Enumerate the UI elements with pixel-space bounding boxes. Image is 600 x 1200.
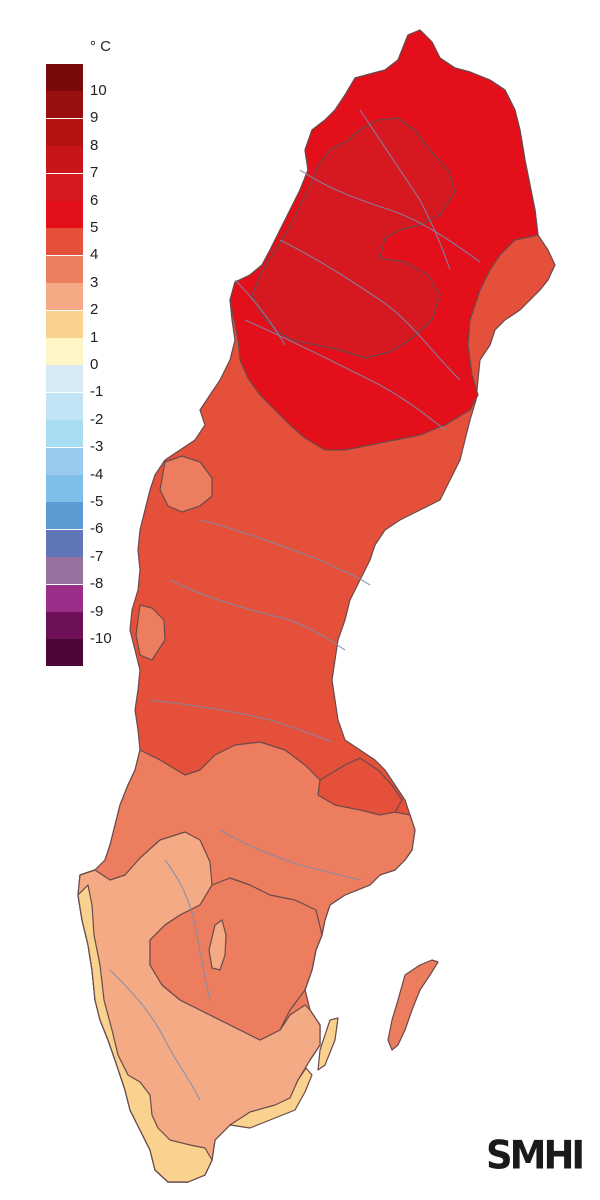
legend-label: 5 [90,219,99,236]
legend-label: -2 [90,410,104,428]
legend-swatch [46,502,83,530]
legend-label: 8 [90,136,99,154]
legend-label: 9 [90,109,99,127]
island-gotland [387,959,439,1051]
legend-label: 4 [90,246,99,264]
region-south-coast [77,884,213,1183]
legend-label: -10 [90,630,112,647]
region-central-east [317,757,403,816]
legend-swatch [46,584,83,612]
legend-label: -8 [90,575,104,593]
legend-label: -9 [90,602,104,620]
legend-swatch [46,310,83,338]
legend-swatch [46,639,83,667]
legend-swatch [46,201,83,228]
river-network [109,109,481,1101]
legend-label: 0 [90,356,99,373]
region-west-patch [135,604,166,661]
legend-swatch [46,255,83,283]
color-legend: ° C 10 9 8 7 6 5 4 3 2 1 0 -1 -2 -3 -4 -5 -6 -7 -8 -9 -10 [46,36,136,686]
legend-label: 10 [90,82,107,99]
legend-unit-label: ° C [90,38,111,55]
legend-swatch [46,146,83,174]
legend-swatch [46,529,83,557]
legend-label: 7 [90,164,99,182]
legend-swatch [46,228,83,256]
legend-label: -4 [90,465,104,483]
legend-swatch [46,475,83,502]
region-central-patch [159,455,213,513]
legend-swatch [46,173,83,201]
legend-swatch [46,420,83,448]
lake-vattern [208,919,227,971]
legend-swatch [46,64,83,91]
legend-swatch [46,557,83,585]
region-south-coast-east [229,1067,313,1129]
legend-label: 2 [90,301,99,319]
legend-swatch [46,91,83,119]
legend-swatch [46,283,83,311]
legend-label: 1 [90,328,99,346]
legend-label: 3 [90,273,99,291]
legend-label: -5 [90,493,104,510]
region-north-core [251,117,456,359]
legend-swatch [46,392,83,420]
legend-label: 6 [90,191,99,209]
legend-swatch [46,365,83,393]
legend-swatch [46,118,83,146]
island-oland [317,1017,339,1071]
legend-label: -6 [90,520,104,538]
legend-swatch [46,338,83,365]
legend-label: -7 [90,547,104,565]
legend-swatch [46,612,83,639]
legend-label: -3 [90,438,104,456]
legend-swatch [46,447,83,475]
legend-label: -1 [90,383,104,401]
smhi-logo: SMHI [486,1132,585,1179]
